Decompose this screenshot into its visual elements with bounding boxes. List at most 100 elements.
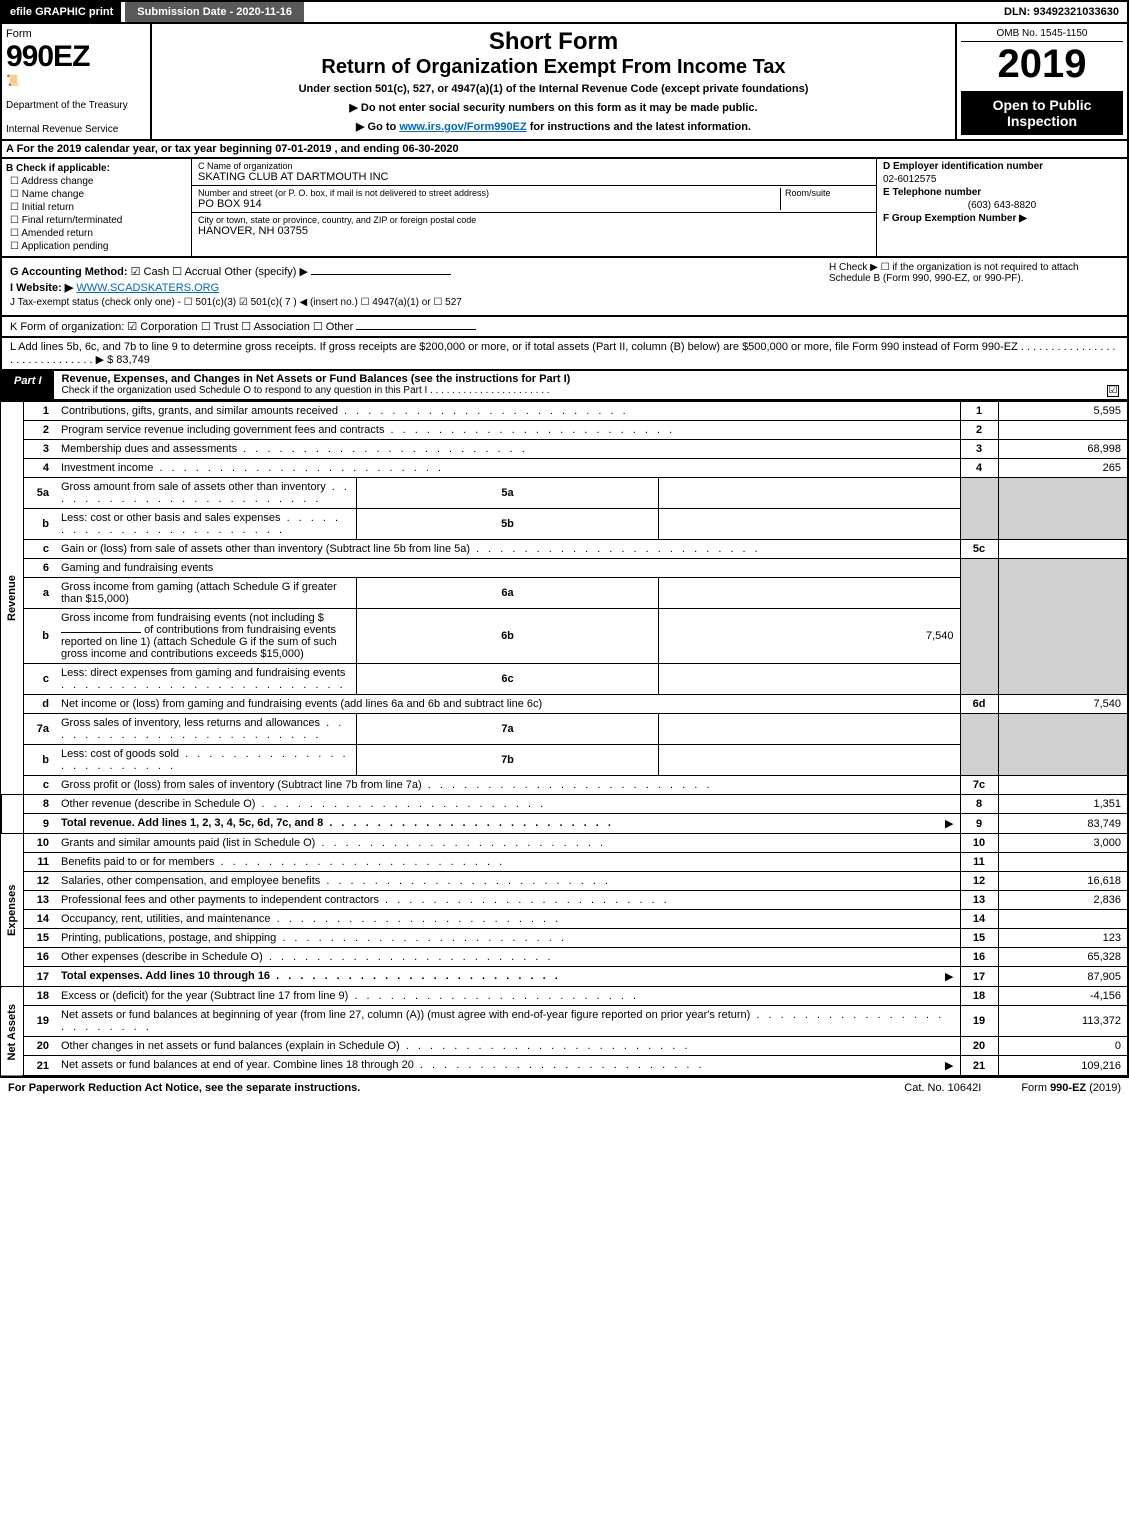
- l6b-num: b: [23, 609, 55, 664]
- l6a-num: a: [23, 578, 55, 609]
- l3-desc: Membership dues and assessments: [55, 440, 960, 459]
- l5c-onum: 5c: [960, 540, 998, 559]
- cb-name-change[interactable]: ☐ Name change: [6, 189, 187, 200]
- l11-oval: [998, 853, 1128, 872]
- line-4: 4 Investment income 4 265: [1, 459, 1128, 478]
- part1-table: Revenue 1 Contributions, gifts, grants, …: [0, 401, 1129, 1077]
- l16-desc: Other expenses (describe in Schedule O): [55, 948, 960, 967]
- line-6a: a Gross income from gaming (attach Sched…: [1, 578, 1128, 609]
- irs-label: Internal Revenue Service: [6, 124, 146, 135]
- cb-initial-return[interactable]: ☐ Initial return: [6, 202, 187, 213]
- i-label: I Website: ▶: [10, 282, 73, 294]
- l5c-num: c: [23, 540, 55, 559]
- org-name-label: C Name of organization: [198, 161, 870, 171]
- line-13: 13 Professional fees and other payments …: [1, 891, 1128, 910]
- l9-desc: Total revenue. Add lines 1, 2, 3, 4, 5c,…: [55, 814, 960, 834]
- l14-desc: Occupancy, rent, utilities, and maintena…: [55, 910, 960, 929]
- l2-desc: Program service revenue including govern…: [55, 421, 960, 440]
- l15-oval: 123: [998, 929, 1128, 948]
- line-20: 20 Other changes in net assets or fund b…: [1, 1037, 1128, 1056]
- l6-num: 6: [23, 559, 55, 578]
- cb-application-pending[interactable]: ☐ Application pending: [6, 241, 187, 252]
- l14-num: 14: [23, 910, 55, 929]
- l9-oval: 83,749: [998, 814, 1128, 834]
- l15-desc: Printing, publications, postage, and shi…: [55, 929, 960, 948]
- l13-onum: 13: [960, 891, 998, 910]
- g-other[interactable]: Other (specify) ▶: [224, 266, 308, 278]
- l6b-inval: 7,540: [658, 609, 960, 664]
- l17-num: 17: [23, 967, 55, 987]
- l7a-num: 7a: [23, 714, 55, 745]
- l19-num: 19: [23, 1006, 55, 1037]
- l3-onum: 3: [960, 440, 998, 459]
- l7c-onum: 7c: [960, 776, 998, 795]
- city-value: HANOVER, NH 03755: [198, 225, 870, 237]
- l18-oval: -4,156: [998, 987, 1128, 1006]
- cb-address-change[interactable]: ☐ Address change: [6, 176, 187, 187]
- l17-oval: 87,905: [998, 967, 1128, 987]
- line-21: 21 Net assets or fund balances at end of…: [1, 1056, 1128, 1077]
- g-accrual[interactable]: ☐ Accrual: [172, 266, 221, 278]
- l7c-oval: [998, 776, 1128, 795]
- l13-desc: Professional fees and other payments to …: [55, 891, 960, 910]
- l5a-inval: [658, 478, 960, 509]
- cat-number: Cat. No. 10642I: [904, 1082, 981, 1094]
- line-18: Net Assets 18 Excess or (deficit) for th…: [1, 987, 1128, 1006]
- l20-num: 20: [23, 1037, 55, 1056]
- l9-num: 9: [23, 814, 55, 834]
- l7b-desc: Less: cost of goods sold: [55, 745, 357, 776]
- form-ref-bold: 990-EZ: [1050, 1082, 1086, 1094]
- l21-num: 21: [23, 1056, 55, 1077]
- part1-checkbox[interactable]: ☑: [1107, 385, 1119, 397]
- j-line: J Tax-exempt status (check only one) - ☐…: [10, 297, 1119, 308]
- l7-shade-val: [998, 714, 1128, 776]
- line-16: 16 Other expenses (describe in Schedule …: [1, 948, 1128, 967]
- irs-link[interactable]: www.irs.gov/Form990EZ: [399, 121, 526, 133]
- l7c-num: c: [23, 776, 55, 795]
- col-c: C Name of organization SKATING CLUB AT D…: [192, 159, 877, 256]
- l6a-inval: [658, 578, 960, 609]
- line-15: 15 Printing, publications, postage, and …: [1, 929, 1128, 948]
- part1-label: Part I: [2, 371, 54, 399]
- cb-final-return[interactable]: ☐ Final return/terminated: [6, 215, 187, 226]
- ein-label: D Employer identification number: [883, 161, 1121, 172]
- org-name-value: SKATING CLUB AT DARTMOUTH INC: [198, 171, 870, 183]
- l19-desc: Net assets or fund balances at beginning…: [55, 1006, 960, 1037]
- submission-date: Submission Date - 2020-11-16: [125, 2, 304, 22]
- l6c-inval: [658, 664, 960, 695]
- page-footer: For Paperwork Reduction Act Notice, see …: [0, 1077, 1129, 1098]
- l17-onum: 17: [960, 967, 998, 987]
- l17-arrow-icon: ▶: [945, 970, 953, 983]
- l21-oval: 109,216: [998, 1056, 1128, 1077]
- l5c-oval: [998, 540, 1128, 559]
- l12-oval: 16,618: [998, 872, 1128, 891]
- line-6: 6 Gaming and fundraising events: [1, 559, 1128, 578]
- website-link[interactable]: WWW.SCADSKATERS.ORG: [76, 282, 219, 294]
- cb-amended-return[interactable]: ☐ Amended return: [6, 228, 187, 239]
- group-exemption-label: F Group Exemption Number ▶: [883, 213, 1121, 224]
- l5b-inval: [658, 509, 960, 540]
- l20-desc: Other changes in net assets or fund bala…: [55, 1037, 960, 1056]
- line-7a: 7a Gross sales of inventory, less return…: [1, 714, 1128, 745]
- line-3: 3 Membership dues and assessments 3 68,9…: [1, 440, 1128, 459]
- header-left: Form 990EZ 📜 Department of the Treasury …: [2, 24, 152, 139]
- line-6d: d Net income or (loss) from gaming and f…: [1, 695, 1128, 714]
- l3-oval: 68,998: [998, 440, 1128, 459]
- l11-onum: 11: [960, 853, 998, 872]
- l6d-oval: 7,540: [998, 695, 1128, 714]
- g-cash[interactable]: ☑ Cash: [131, 266, 170, 278]
- l16-onum: 16: [960, 948, 998, 967]
- form-number: 990EZ: [6, 40, 146, 74]
- line-7c: c Gross profit or (loss) from sales of i…: [1, 776, 1128, 795]
- l5a-innum: 5a: [357, 478, 659, 509]
- line-1: Revenue 1 Contributions, gifts, grants, …: [1, 402, 1128, 421]
- l5b-num: b: [23, 509, 55, 540]
- street-value: PO BOX 914: [198, 198, 780, 210]
- l4-desc: Investment income: [55, 459, 960, 478]
- l2-num: 2: [23, 421, 55, 440]
- l8-oval: 1,351: [998, 795, 1128, 814]
- ghij-block: H Check ▶ ☐ if the organization is not r…: [0, 258, 1129, 317]
- under-section-text: Under section 501(c), 527, or 4947(a)(1)…: [160, 83, 947, 95]
- form-header: Form 990EZ 📜 Department of the Treasury …: [0, 24, 1129, 141]
- l13-oval: 2,836: [998, 891, 1128, 910]
